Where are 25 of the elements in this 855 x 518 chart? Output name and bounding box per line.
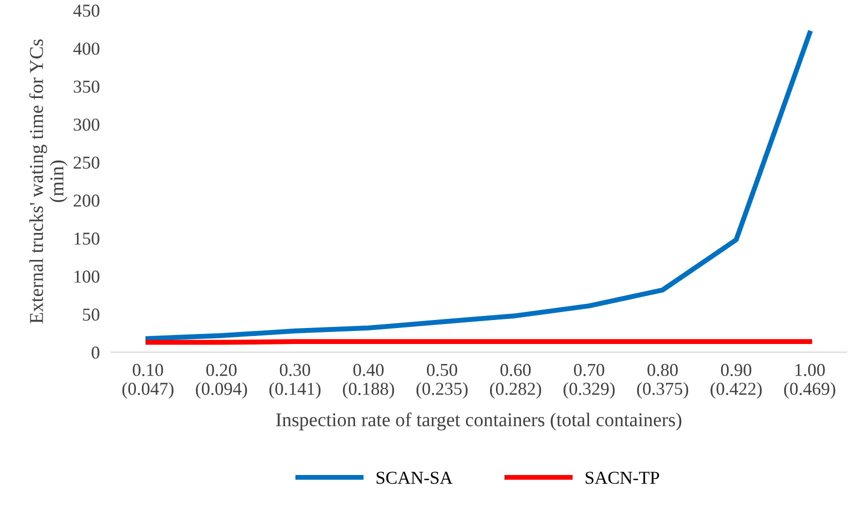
x-tick-label: 0.10 (0.047) — [122, 364, 174, 399]
x-tick-label: 0.60 (0.282) — [490, 364, 542, 399]
x-tick-label: 0.70 (0.329) — [564, 364, 615, 399]
line-series — [145, 30, 812, 341]
x-axis-title: Inspection rate of target containers (total containers) — [276, 412, 682, 430]
y-tick-label: 450 — [73, 4, 100, 17]
y-tick-label: 400 — [73, 42, 100, 55]
y-axis-title: External trucks' wating time for YCs (min) — [29, 39, 68, 324]
legend-label: SCAN-SA — [376, 472, 453, 484]
y-tick-label: 350 — [74, 80, 100, 93]
y-tick-label: 150 — [74, 232, 100, 245]
x-tick-label: 0.20 (0.094) — [196, 364, 247, 399]
x-tick-label: 0.50 (0.235) — [416, 364, 468, 399]
x-tick-label: 0.80 (0.375) — [637, 364, 688, 399]
y-tick-label: 0 — [92, 346, 100, 359]
x-tick-label: 0.90 (0.422) — [710, 364, 762, 399]
y-tick-label: 300 — [74, 118, 100, 131]
x-tick-label: 1.00 (0.469) — [784, 364, 836, 399]
x-tick-label: 0.40 (0.188) — [342, 364, 394, 399]
y-tick-label: 100 — [74, 270, 100, 283]
y-tick-label: 50 — [83, 308, 100, 321]
y-tick-label: 250 — [74, 156, 100, 169]
y-tick-label: 200 — [74, 194, 100, 207]
legend-label: SACN-TP — [586, 472, 660, 484]
x-tick-label: 0.30 (0.141) — [269, 364, 321, 399]
